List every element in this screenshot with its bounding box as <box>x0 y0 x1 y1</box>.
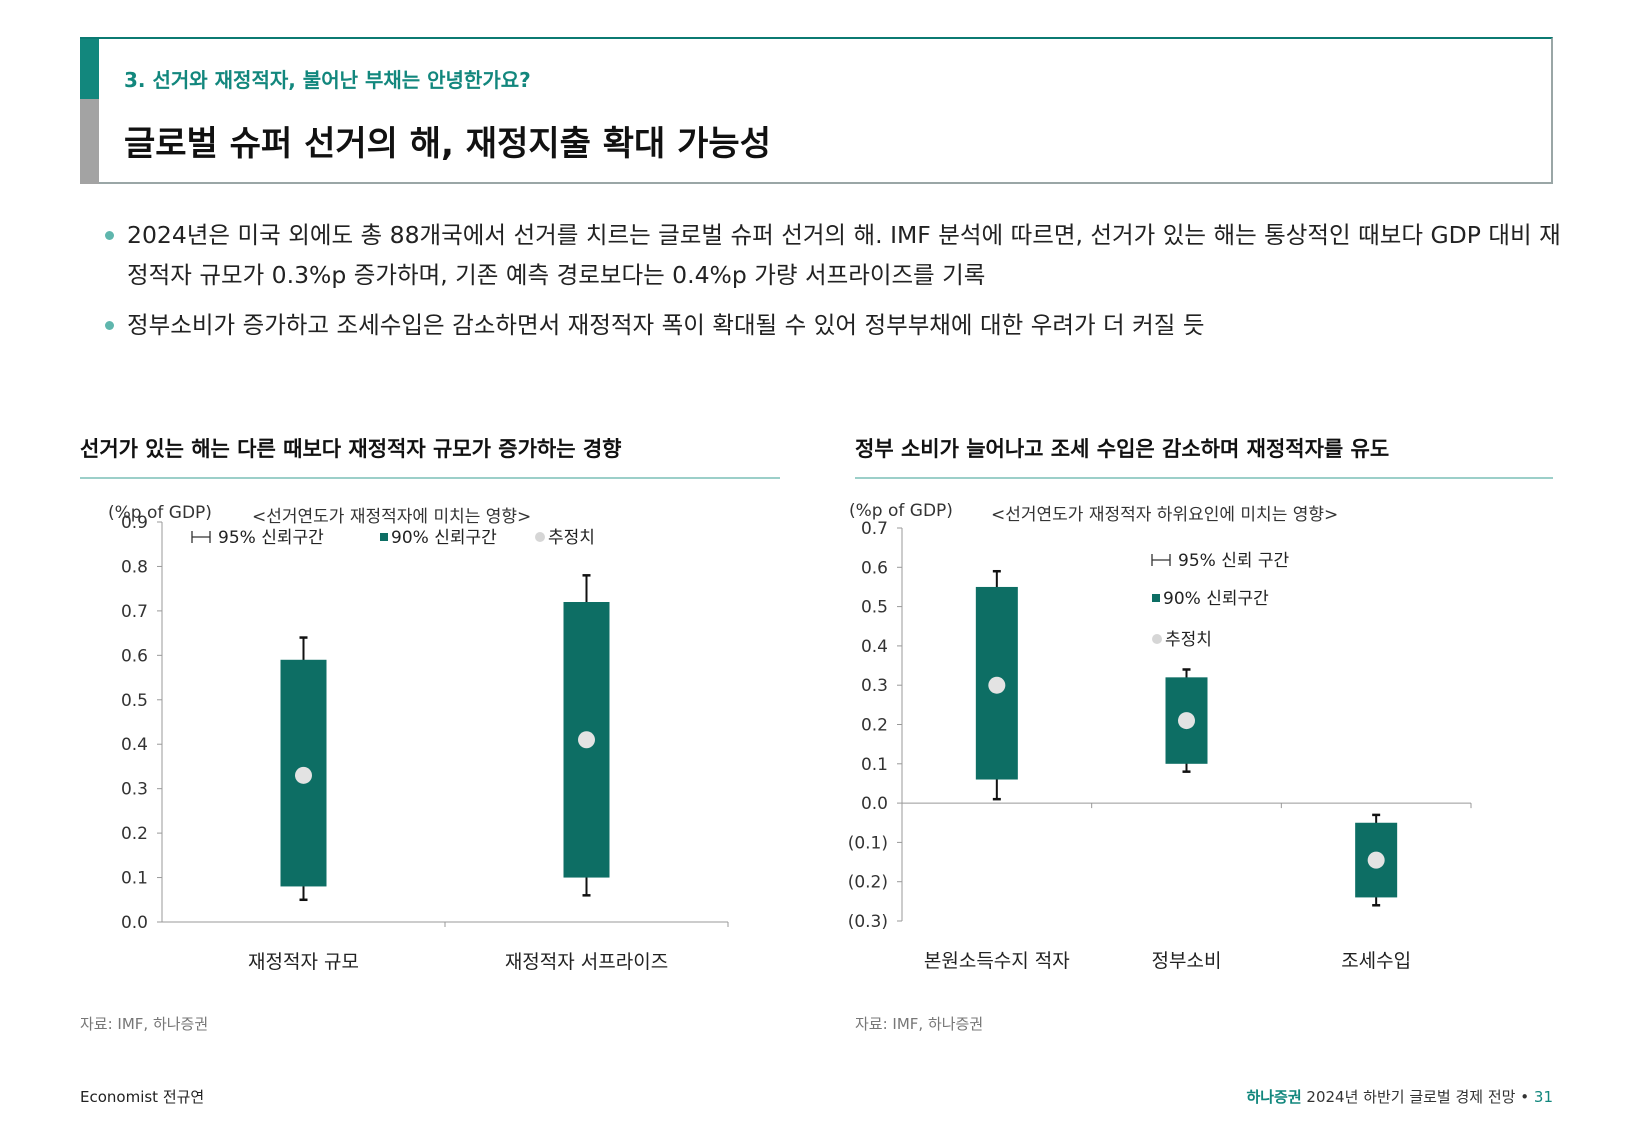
y-tick-label: (0.3) <box>848 912 888 932</box>
header-gray-bar <box>80 99 99 184</box>
footer-separator: • <box>1520 1088 1530 1106</box>
legend-ci90: 90% 신뢰구간 <box>391 528 497 548</box>
y-tick-label: 0.3 <box>121 780 148 800</box>
chart-1-title: 선거가 있는 해는 다른 때보다 재정적자 규모가 증가하는 경향 <box>80 437 622 461</box>
bullet-item: 2024년은 미국 외에도 총 88개국에서 선거를 치르는 글로벌 슈퍼 선거… <box>103 215 1563 295</box>
footer-page-number: 31 <box>1533 1088 1553 1106</box>
ci90-legend-icon <box>380 533 388 541</box>
y-tick-label: 0.6 <box>121 646 148 666</box>
estimate-legend-icon <box>535 532 545 542</box>
y-tick-label: (0.2) <box>848 873 888 893</box>
chart-2-title: 정부 소비가 늘어나고 조세 수입은 감소하며 재정적자를 유도 <box>855 437 1390 461</box>
y-tick-label: 0.9 <box>121 513 148 533</box>
estimate-point <box>295 766 312 784</box>
footer-brand: 하나증권 <box>1246 1088 1302 1106</box>
y-tick-label: 0.0 <box>861 794 888 814</box>
y-tick-label: 0.8 <box>121 557 148 577</box>
y-tick-label: 0.1 <box>121 869 148 889</box>
bullet-item: 정부소비가 증가하고 조세수입은 감소하면서 재정적자 폭이 확대될 수 있어 … <box>103 305 1563 345</box>
y-unit-label: (%p of GDP) <box>849 501 953 521</box>
y-tick-label: 0.7 <box>121 602 148 622</box>
header-box: 3. 선거와 재정적자, 불어난 부채는 안녕한가요? 글로벌 슈퍼 선거의 해… <box>80 37 1553 184</box>
chart-1-plot: (%p of GDP) <선거연도가 재정적자에 미치는 영향> 0.0 0.1 0.2… <box>108 503 729 973</box>
chart-1-source: 자료: IMF, 하나증권 <box>80 1015 209 1033</box>
chart-subtitle: <선거연도가 재정적자에 미치는 영향> <box>252 507 531 527</box>
footer-report-info: 하나증권 2024년 하반기 글로벌 경제 전망 • 31 <box>1246 1086 1553 1107</box>
y-tick-label: 0.3 <box>861 676 888 696</box>
chart-2-source: 자료: IMF, 하나증권 <box>855 1015 984 1033</box>
estimate-legend-icon <box>1152 634 1162 644</box>
bullet-dot-icon <box>105 231 114 240</box>
legend-estimate: 추정치 <box>1165 630 1212 650</box>
ci90-legend-icon <box>1152 594 1160 602</box>
legend-estimate: 추정치 <box>548 528 595 548</box>
footer-report-title: 2024년 하반기 글로벌 경제 전망 <box>1306 1088 1516 1106</box>
y-tick-label: 0.4 <box>121 735 148 755</box>
x-category-label: 본원소득수지 적자 <box>924 950 1070 972</box>
y-tick-label: 0.0 <box>121 913 148 933</box>
bullet-list: 2024년은 미국 외에도 총 88개국에서 선거를 치르는 글로벌 슈퍼 선거… <box>103 215 1563 355</box>
y-unit-label: (%p of GDP) <box>108 503 212 523</box>
x-category-label: 조세수입 <box>1341 950 1411 972</box>
chart-2-rule <box>855 477 1553 479</box>
y-tick-label: 0.7 <box>861 519 888 539</box>
footer-author: Economist 전규연 <box>80 1088 205 1106</box>
chart-2-plot: (%p of GDP) <선거연도가 재정적자 하위요인에 미치는 영향> (0.3… <box>848 501 1472 972</box>
estimate-point <box>988 676 1006 694</box>
y-tick-label: 0.2 <box>861 716 888 736</box>
bullet-dot-icon <box>105 321 114 330</box>
estimate-point <box>1178 712 1195 730</box>
bullet-text: 2024년은 미국 외에도 총 88개국에서 선거를 치르는 글로벌 슈퍼 선거… <box>127 221 1561 289</box>
x-category-label: 재정적자 서프라이즈 <box>505 951 668 973</box>
chart-subtitle: <선거연도가 재정적자 하위요인에 미치는 영향> <box>991 505 1338 525</box>
y-tick-label: 0.4 <box>861 637 888 657</box>
section-label: 3. 선거와 재정적자, 불어난 부채는 안녕한가요? <box>124 68 531 92</box>
y-tick-label: 0.6 <box>861 558 888 578</box>
x-category-label: 재정적자 규모 <box>248 951 359 973</box>
chart-1-rule <box>80 477 780 479</box>
legend-ci95: 95% 신뢰구간 <box>218 528 324 548</box>
bullet-text: 정부소비가 증가하고 조세수입은 감소하면서 재정적자 폭이 확대될 수 있어 … <box>127 311 1205 339</box>
header-accent-bar <box>80 39 99 99</box>
y-tick-label: 0.2 <box>121 824 148 844</box>
y-tick-label: 0.5 <box>121 691 148 711</box>
x-category-label: 정부소비 <box>1152 950 1222 972</box>
y-tick-label: 0.1 <box>861 755 888 775</box>
legend-ci95: 95% 신뢰 구간 <box>1178 551 1290 571</box>
estimate-point <box>578 731 595 749</box>
y-tick-label: (0.1) <box>848 833 888 853</box>
y-tick-label: 0.5 <box>861 598 888 618</box>
page-title: 글로벌 슈퍼 선거의 해, 재정지출 확대 가능성 <box>124 124 771 164</box>
estimate-point <box>1367 851 1385 869</box>
legend-ci90: 90% 신뢰구간 <box>1163 589 1269 609</box>
